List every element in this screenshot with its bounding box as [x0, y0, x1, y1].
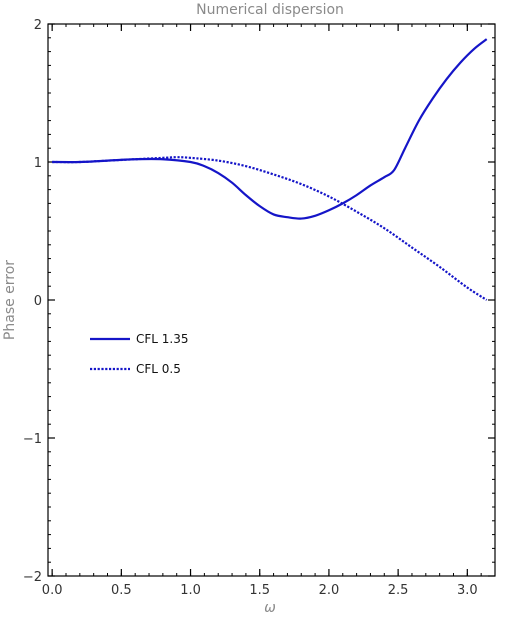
legend-label-2: CFL 0.5 — [136, 362, 181, 376]
x-tick-label: 0.0 — [42, 583, 63, 598]
y-tick-label: 0 — [34, 294, 42, 309]
x-tick-label: 3.0 — [457, 583, 478, 598]
legend-label-1: CFL 1.35 — [136, 332, 189, 346]
y-tick-label: 2 — [34, 18, 42, 33]
chart-title: Numerical dispersion — [196, 2, 344, 18]
y-tick-label: 1 — [34, 156, 42, 171]
y-tick-label: −2 — [23, 570, 42, 585]
x-tick-label: 2.5 — [388, 583, 409, 598]
plot-area: 0.0 0.5 1.0 1.5 2.0 2.5 3.0 −2 −1 0 1 2 — [23, 18, 496, 598]
x-tick-label: 0.5 — [111, 583, 132, 598]
x-tick-label: 2.0 — [319, 583, 340, 598]
x-tick-label: 1.5 — [249, 583, 270, 598]
series-line-2 — [52, 156, 488, 301]
legend: CFL 1.35 CFL 0.5 — [90, 332, 189, 376]
y-tick-label: −1 — [23, 432, 42, 447]
x-tick-label: 1.0 — [180, 583, 201, 598]
series-line-1 — [52, 38, 488, 220]
y-axis-label: Phase error — [2, 260, 18, 340]
x-axis-label: ω — [264, 600, 276, 616]
